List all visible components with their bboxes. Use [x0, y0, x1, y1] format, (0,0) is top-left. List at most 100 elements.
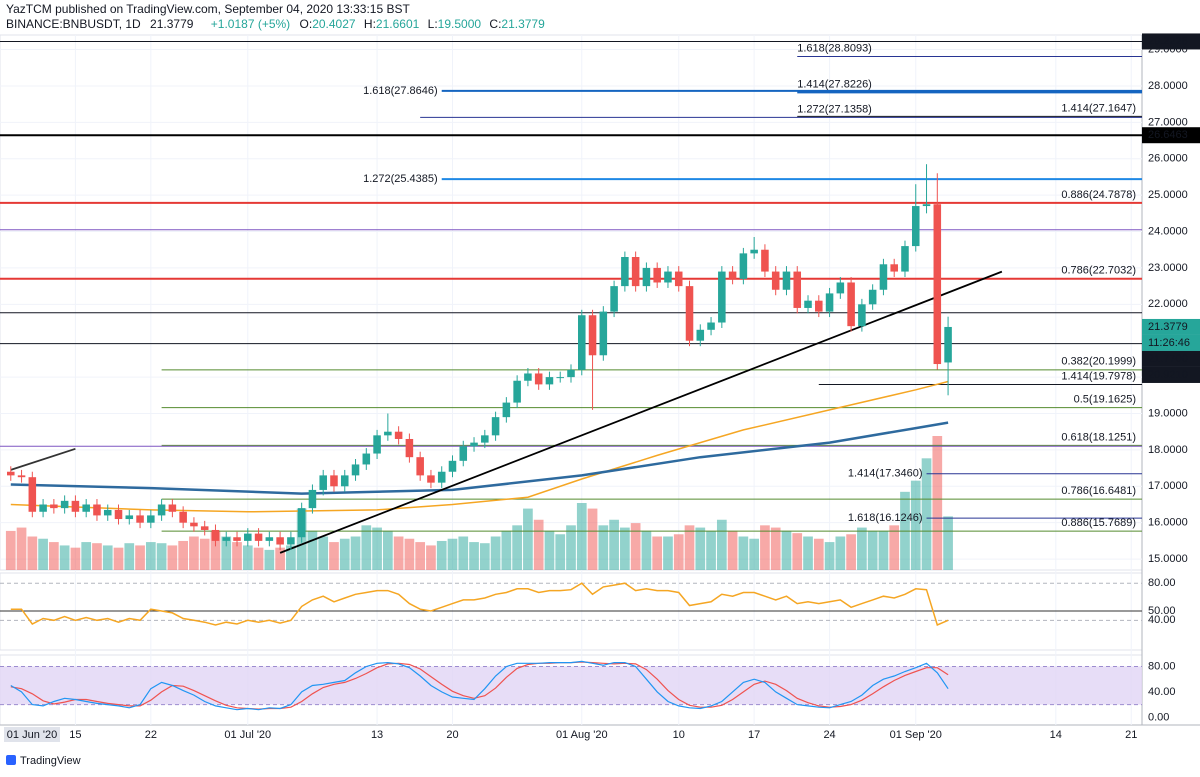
- volume-bar: [501, 530, 512, 570]
- low-value: 19.5000: [438, 17, 482, 31]
- x-tick-label: 24: [823, 729, 835, 741]
- level-label: 1.618(16.1246): [848, 512, 923, 524]
- x-tick-label: 01 Jul '20: [224, 729, 271, 741]
- y-tick-label: 22.0000: [1148, 298, 1188, 310]
- level-label: 1.272(25.4385): [363, 173, 438, 185]
- candle-body: [211, 529, 220, 541]
- candle-body: [200, 526, 209, 530]
- volume-bar: [932, 436, 943, 570]
- candle-body: [157, 504, 166, 516]
- level-box: [1142, 350, 1200, 367]
- candle-body: [362, 453, 371, 465]
- candle-body: [588, 315, 597, 356]
- volume-bar: [479, 543, 490, 570]
- candle-body: [502, 402, 511, 418]
- x-tick-label: 01 Sep '20: [890, 729, 942, 741]
- y-tick-label: 24.0000: [1148, 225, 1188, 237]
- volume-bar: [943, 516, 953, 570]
- candle-body: [481, 435, 489, 443]
- volume-bar: [641, 530, 652, 570]
- volume-bar: [523, 508, 533, 570]
- volume-bar: [404, 538, 415, 570]
- level-box-label: 21.7700: [1148, 353, 1188, 365]
- volume-bar: [156, 543, 167, 570]
- volume-bar: [824, 542, 835, 570]
- last-price: 21.3779: [150, 17, 194, 31]
- countdown-box: [1142, 334, 1200, 351]
- candle-body: [631, 257, 640, 287]
- rsi-tick-label: 50.00: [1148, 605, 1176, 617]
- volume-bar: [38, 538, 48, 570]
- candle-body: [394, 431, 403, 439]
- volume-bar: [792, 533, 803, 570]
- volume-bar: [781, 530, 792, 570]
- candle-body: [825, 293, 834, 312]
- level-label: 1.414(19.7978): [1061, 370, 1136, 382]
- volume-bar: [253, 547, 264, 570]
- volume-bar: [415, 542, 426, 570]
- publisher: YazTCM published on TradingView.com, Sep…: [6, 2, 410, 16]
- candle-body: [244, 533, 252, 541]
- y-tick-label: 28.0000: [1148, 80, 1188, 92]
- y-tick-label: 19.0000: [1148, 407, 1188, 419]
- x-tick-label: 13: [371, 729, 383, 741]
- volume-bar: [458, 536, 469, 570]
- candle-body: [136, 515, 144, 523]
- volume-bar: [59, 545, 70, 570]
- sticky-date-box: [4, 727, 60, 742]
- candle-body: [653, 267, 661, 283]
- candle-body: [93, 504, 101, 516]
- candle-body: [901, 246, 909, 272]
- candle-body: [39, 504, 47, 512]
- candle-body: [858, 304, 866, 327]
- rsi-tick-label: 40.00: [1148, 614, 1176, 626]
- candle-body: [17, 475, 26, 478]
- volume-bar: [286, 545, 296, 570]
- volume-bar: [738, 536, 749, 570]
- candle-body: [7, 471, 15, 476]
- volume-bar: [264, 549, 275, 570]
- candle-body: [664, 271, 672, 283]
- candle-body: [71, 500, 80, 512]
- volume-bar: [92, 543, 102, 570]
- volume-bar: [910, 480, 921, 570]
- volume-bar: [27, 536, 38, 570]
- open-value: 20.4027: [312, 17, 356, 31]
- level-label: 0.786(22.7032): [1061, 265, 1136, 277]
- volume-bar: [199, 538, 210, 570]
- y-tick-label: 23.0000: [1148, 262, 1188, 274]
- level-label: 1.618(28.8093): [797, 42, 872, 54]
- y-tick-label: 25.0000: [1148, 189, 1188, 201]
- x-tick-label: 21: [1125, 729, 1137, 741]
- volume-bar: [49, 542, 59, 570]
- candle-body: [437, 471, 446, 483]
- level-label: 0.382(20.1999): [1061, 356, 1136, 368]
- level-label: 1.414(27.1647): [1061, 102, 1136, 114]
- level-box-label: 29.2228: [1148, 35, 1188, 47]
- logo-icon: [6, 755, 16, 765]
- candle-body: [222, 537, 231, 541]
- moving-average: [10, 380, 949, 513]
- brand: TradingView: [20, 755, 81, 767]
- volume-bar: [663, 536, 673, 570]
- y-tick-label: 17.0000: [1148, 480, 1188, 492]
- rsi-tick-label: 80.00: [1148, 577, 1176, 589]
- candle-body: [578, 315, 586, 370]
- level-label: 1.414(17.3460): [848, 468, 923, 480]
- volume-bar: [436, 540, 447, 570]
- y-tick-label: 18.0000: [1148, 444, 1188, 456]
- candle-body: [373, 435, 381, 454]
- trendline: [10, 447, 76, 471]
- candle-body: [610, 286, 618, 312]
- volume-bar: [846, 534, 856, 570]
- volume-bar: [5, 530, 16, 570]
- volume-bar: [189, 536, 199, 570]
- candle-body: [287, 537, 295, 545]
- volume-bar: [673, 534, 684, 570]
- candle-body: [642, 267, 651, 287]
- volume-bar: [426, 545, 436, 570]
- candle-body: [60, 500, 69, 509]
- volume-bar: [921, 458, 932, 570]
- x-tick-label: 10: [673, 729, 685, 741]
